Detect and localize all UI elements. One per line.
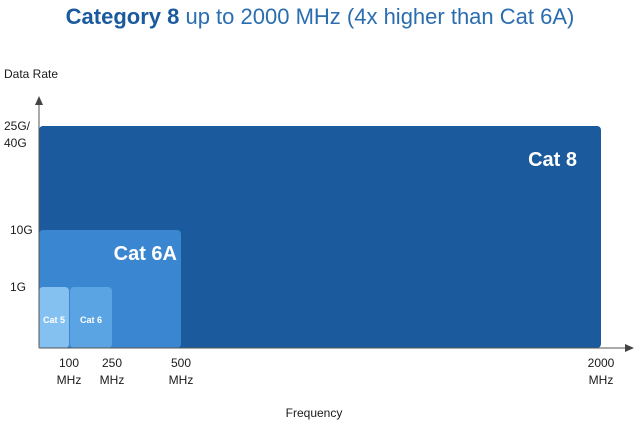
chart-title-bold: Category 8 xyxy=(65,4,180,29)
series-label-cat-6: Cat 6 xyxy=(80,315,102,325)
series-label-cat-8: Cat 8 xyxy=(528,149,577,171)
x-tick-unit: MHz xyxy=(589,373,614,387)
y-axis-title: Data Rate xyxy=(4,67,58,81)
x-tick-unit: MHz xyxy=(100,373,125,387)
x-tick-unit: MHz xyxy=(57,373,82,387)
y-tick-label: 1G xyxy=(10,280,26,294)
x-tick-label: 250 xyxy=(102,356,122,370)
chart-title: Category 8 up to 2000 MHz (4x higher tha… xyxy=(0,4,640,30)
series-label-cat-5: Cat 5 xyxy=(43,315,65,325)
chart-title-rest: up to 2000 MHz (4x higher than Cat 6A) xyxy=(179,4,575,29)
x-tick-label: 2000 xyxy=(588,356,615,370)
series-label-cat-6a: Cat 6A xyxy=(114,243,177,265)
x-tick-label: 500 xyxy=(171,356,191,370)
x-axis-arrow-icon xyxy=(625,344,634,352)
y-tick-label-line2: 40G xyxy=(4,136,27,150)
bar-cat-6 xyxy=(70,287,112,348)
y-tick-label: 25G/ xyxy=(4,119,31,133)
x-axis-title: Frequency xyxy=(286,406,343,420)
x-tick-label: 100 xyxy=(59,356,79,370)
y-tick-label: 10G xyxy=(10,223,33,237)
x-tick-unit: MHz xyxy=(169,373,194,387)
bar-cat-5 xyxy=(39,287,69,348)
y-axis-arrow-icon xyxy=(35,96,43,105)
